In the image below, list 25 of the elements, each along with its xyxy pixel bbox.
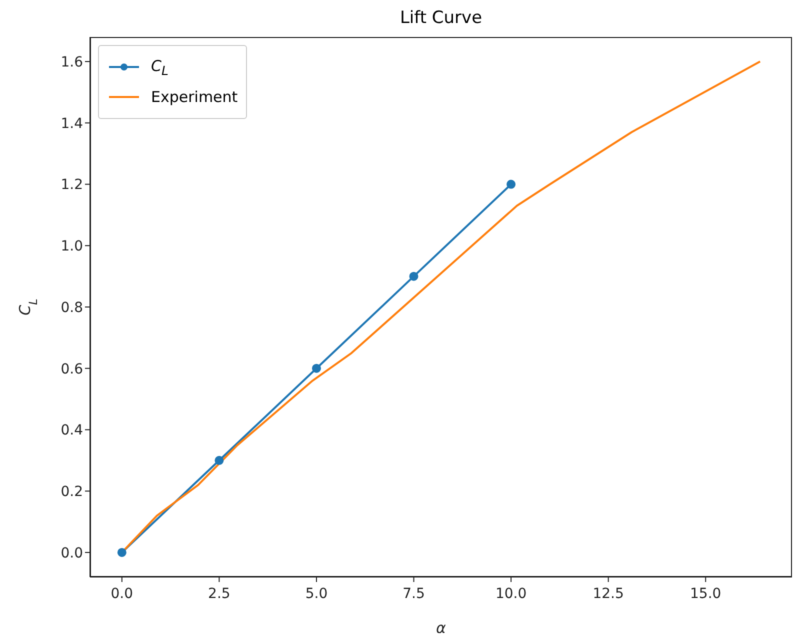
x-tick-label: 12.5 [592, 586, 624, 602]
y-tick-label: 1.4 [60, 116, 84, 132]
point [506, 180, 516, 189]
y-tick-label: 0.6 [60, 361, 84, 378]
y-tick-label: 0.4 [60, 422, 84, 439]
chart-title: Lift Curve [398, 8, 484, 28]
x-tick-label: 15.0 [690, 586, 722, 602]
y-tick-label: 1.6 [60, 54, 84, 71]
legend-label: Experiment [151, 88, 238, 106]
x-tick-label: 7.5 [402, 586, 425, 602]
point [214, 456, 224, 465]
legend-label: C$_{L}$ [151, 56, 168, 78]
x-tick-label: 5.0 [305, 586, 328, 602]
point [312, 364, 321, 373]
x-axis-title: α [436, 619, 446, 637]
y-tick-label: 0.2 [60, 484, 83, 500]
point [117, 548, 126, 557]
x-tick-label: 2.5 [208, 586, 230, 602]
x-tick-label: 0.0 [110, 586, 134, 602]
point [409, 272, 418, 281]
x-tick-label: 10.0 [495, 586, 527, 602]
y-tick-label: 0.0 [60, 545, 83, 562]
y-tick-label: 1.2 [60, 177, 83, 194]
y-tick-label: 0.8 [60, 300, 83, 316]
y-tick-label: 1.0 [60, 238, 83, 255]
